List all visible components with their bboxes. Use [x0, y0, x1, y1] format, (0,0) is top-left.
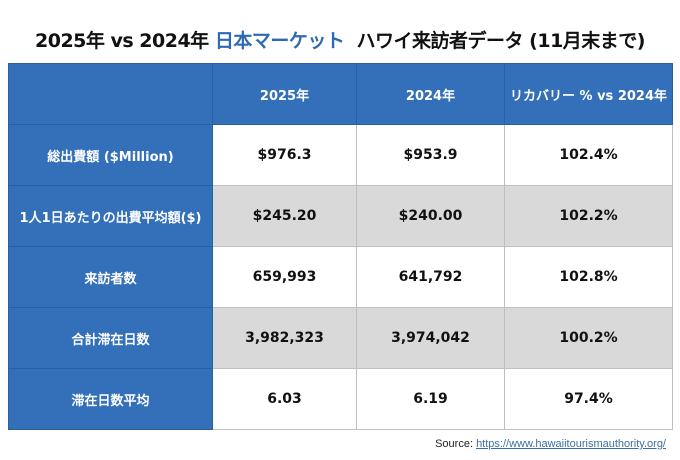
page-title: 2025年 vs 2024年 日本マーケット ハワイ来訪者データ (11月末まで… [0, 26, 680, 53]
title-part1: 2025年 vs 2024年 [35, 30, 215, 52]
cell-2025: $245.20 [212, 185, 357, 247]
row-label: 1人1日あたりの出費平均額($) [8, 185, 213, 247]
cell-2024: 6.19 [356, 368, 505, 430]
source-label: Source: [435, 438, 477, 450]
header-row: 2025年 2024年 リカバリー % vs 2024年 [8, 63, 673, 125]
table-row: 来訪者数 659,993 641,792 102.8% [8, 246, 673, 308]
header-empty [8, 63, 213, 125]
cell-recovery: 102.4% [504, 124, 673, 186]
row-label: 合計滞在日数 [8, 307, 213, 369]
cell-2024: $240.00 [356, 185, 505, 247]
title-highlight: 日本マーケット [214, 30, 345, 52]
header-2025: 2025年 [212, 63, 357, 125]
table-row: 1人1日あたりの出費平均額($) $245.20 $240.00 102.2% [8, 185, 673, 247]
table-row: 滞在日数平均 6.03 6.19 97.4% [8, 368, 673, 430]
header-2024: 2024年 [356, 63, 505, 125]
cell-recovery: 102.2% [504, 185, 673, 247]
source-note: Source: https://www.hawaiitourismauthori… [435, 438, 666, 450]
row-label: 来訪者数 [8, 246, 213, 308]
cell-2025: 3,982,323 [212, 307, 357, 369]
table-row: 合計滞在日数 3,982,323 3,974,042 100.2% [8, 307, 673, 369]
cell-2024: 3,974,042 [356, 307, 505, 369]
table-row: 総出費額 ($Million) $976.3 $953.9 102.4% [8, 124, 673, 186]
data-table: 2025年 2024年 リカバリー % vs 2024年 総出費額 ($Mill… [8, 63, 673, 430]
cell-2024: $953.9 [356, 124, 505, 186]
cell-2025: 659,993 [212, 246, 357, 308]
cell-2025: 6.03 [212, 368, 357, 430]
title-part2: ハワイ来訪者データ (11月末まで) [344, 30, 646, 52]
cell-recovery: 97.4% [504, 368, 673, 430]
header-recovery: リカバリー % vs 2024年 [504, 63, 673, 125]
cell-2024: 641,792 [356, 246, 505, 308]
source-link[interactable]: https://www.hawaiitourismauthority.org/ [476, 438, 666, 450]
cell-recovery: 100.2% [504, 307, 673, 369]
row-label: 滞在日数平均 [8, 368, 213, 430]
cell-2025: $976.3 [212, 124, 357, 186]
cell-recovery: 102.8% [504, 246, 673, 308]
row-label: 総出費額 ($Million) [8, 124, 213, 186]
